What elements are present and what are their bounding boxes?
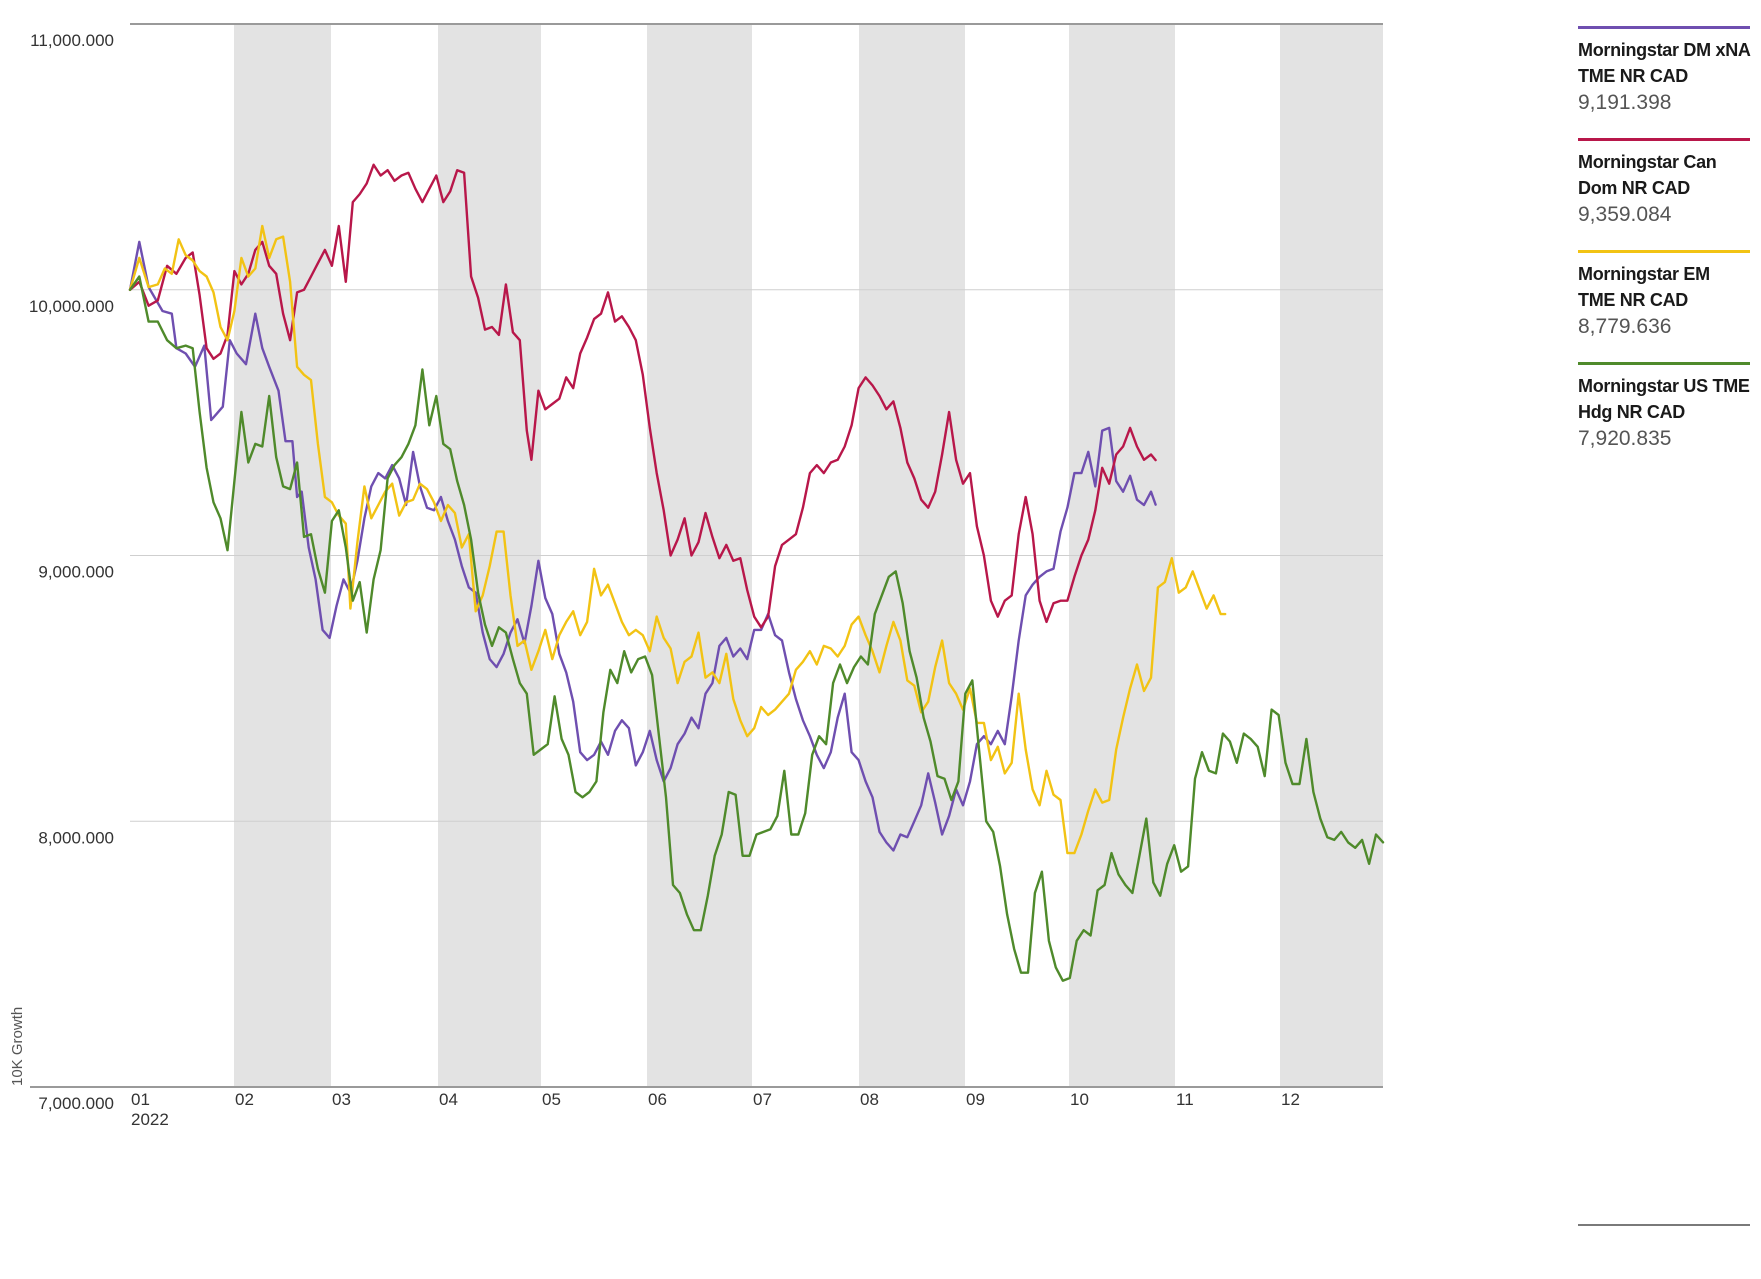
legend-series-name: Morningstar EM TME NR CAD (1578, 264, 1710, 310)
x-tick-label: 10 (1070, 1090, 1089, 1109)
x-tick-label: 04 (439, 1090, 458, 1109)
x-tick-label: 08 (860, 1090, 879, 1109)
x-tick-label: 06 (648, 1090, 667, 1109)
legend-series-value: 8,779.636 (1578, 315, 1672, 338)
x-tick-label: 03 (332, 1090, 351, 1109)
y-tick-label: 8,000.000 (38, 828, 114, 847)
year-label: 2022 (131, 1110, 169, 1129)
y-tick-label: 10,000.000 (29, 297, 114, 316)
y-tick-label: 9,000.000 (38, 563, 114, 582)
legend-series-value: 7,920.835 (1578, 427, 1672, 450)
y-tick-label: 7,000.000 (38, 1094, 114, 1113)
line-chart: 7,000.000 8,000.000 9,000.000 10,000.000 11,… (9, 23, 1385, 1129)
series-lines (128, 163, 1385, 982)
legend: Morningstar DM xNA TME NR CAD 9,191.398 … (1578, 26, 1750, 474)
legend-series-name: Morningstar DM xNA TME NR CAD (1578, 40, 1750, 86)
x-tick-label: 07 (753, 1090, 772, 1109)
series-line (128, 224, 1227, 855)
legend-item-can-dom: Morningstar Can Dom NR CAD 9,359.084 (1578, 138, 1750, 239)
x-tick-label: 09 (966, 1090, 985, 1109)
series-line (128, 163, 1157, 629)
x-axis-ticks: 01 02 03 04 05 06 07 08 09 10 11 12 (131, 1090, 1300, 1109)
x-tick-label: 02 (235, 1090, 254, 1109)
legend-series-name: Morningstar Can Dom NR CAD (1578, 152, 1717, 198)
x-tick-label: 11 (1176, 1090, 1194, 1109)
y-axis-title: 10K Growth (9, 1007, 26, 1086)
legend-item-dm-xna: Morningstar DM xNA TME NR CAD 9,191.398 (1578, 26, 1750, 127)
legend-series-name: Morningstar US TME Hdg NR CAD (1578, 376, 1750, 422)
legend-item-em: Morningstar EM TME NR CAD 8,779.636 (1578, 250, 1750, 351)
y-tick-label: 11,000.000 (30, 31, 114, 50)
series-line (128, 240, 1157, 852)
legend-series-value: 9,191.398 (1578, 91, 1672, 114)
series-line (128, 275, 1385, 982)
legend-series-value: 9,359.084 (1578, 203, 1672, 226)
legend-item-us-hdg: Morningstar US TME Hdg NR CAD 7,920.835 (1578, 362, 1750, 463)
y-axis-ticks: 7,000.000 8,000.000 9,000.000 10,000.000 11,… (29, 31, 114, 1113)
legend-bottom-rule (1578, 1224, 1750, 1226)
x-tick-label: 05 (542, 1090, 561, 1109)
x-tick-label: 12 (1281, 1090, 1300, 1109)
x-tick-label: 01 (131, 1090, 150, 1109)
